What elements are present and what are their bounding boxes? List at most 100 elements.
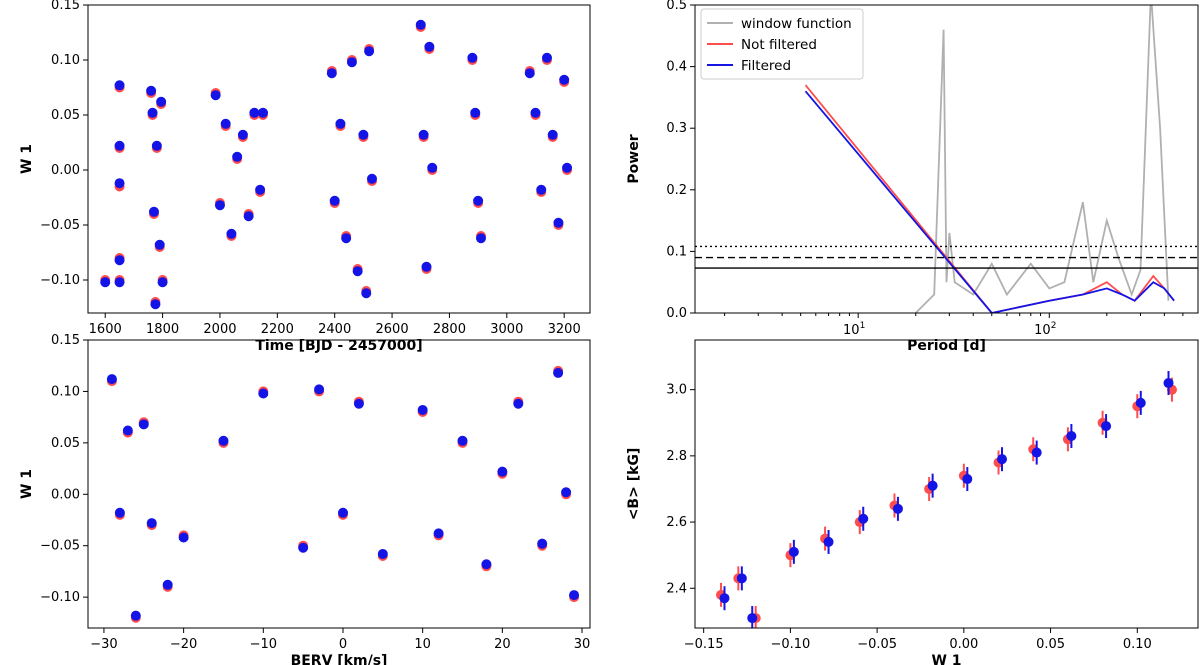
legend-box [700,8,864,80]
x-tick-label: 2200 [261,322,294,337]
data-point [541,52,552,63]
data-point [481,559,492,570]
data-point [100,277,111,288]
chart-bfield: −0.15 −0.10 −0.05 0.00 0.05 0.10 2.4 2.6 2.8 3.0 W… [626,339,1199,665]
x-tick-label: 2600 [376,322,409,337]
y-tick-label: 2.8 [666,449,687,464]
data-point [314,384,325,395]
data-point [214,200,225,211]
x-tick-label: 0 [339,637,347,652]
y-tick-label: 0.15 [51,0,80,13]
data-point [823,536,834,547]
data-point [147,107,158,118]
x-tick-label: −0.05 [857,637,897,652]
data-point [457,435,468,446]
data-point [427,162,438,173]
plot-area-periodogram [695,5,1198,313]
x-tick-label: 0.00 [949,637,978,652]
y-tick-label: 0.15 [51,333,80,348]
data-point [377,548,388,559]
data-point [559,74,570,85]
plot-area-time [100,19,573,310]
data-point [562,162,573,173]
y-axis-label: W 1 [19,144,35,174]
data-point [433,528,444,539]
x-tick-label: 102 [1034,321,1056,338]
data-point [361,288,372,299]
data-point [719,593,730,604]
x-axis-label: BERV [km/s] [291,653,388,665]
data-point [249,107,260,118]
data-point [962,474,973,485]
data-point [530,107,541,118]
data-point [114,255,125,266]
series-line [915,5,1170,313]
series-line [804,84,1175,313]
x-tick-label: 20 [494,637,511,652]
data-point [475,233,486,244]
legend: window function Not filtered Filtered [700,8,864,80]
y-tick-label: 0.5 [666,0,687,13]
data-point [162,579,173,590]
data-point [358,129,369,140]
y-tick-label: −0.05 [40,539,80,554]
data-point [226,228,237,239]
y-tick-label: 0.1 [666,244,687,259]
data-point [1163,378,1174,389]
y-tick-label: 0.3 [666,121,687,136]
x-tick-label: 3000 [490,322,523,337]
data-point [337,507,348,518]
data-point [210,90,221,101]
data-point [257,107,268,118]
x-tick-label: 1800 [146,322,179,337]
data-point [1101,421,1112,432]
y-tick-label: 0.10 [51,384,80,399]
x-tick-label: 2800 [433,322,466,337]
x-tick-label: −10 [250,637,277,652]
data-point [892,503,903,514]
data-point [146,518,157,529]
data-point [366,173,377,184]
data-point [220,118,231,129]
x-tick-label: 3200 [548,322,581,337]
data-point [114,507,125,518]
data-point [106,374,117,385]
data-point [736,573,747,584]
x-axis-label: Period [d] [907,338,986,354]
data-point [326,68,337,79]
data-point [547,129,558,140]
data-point [537,538,548,549]
data-point [858,513,869,524]
data-point [353,398,364,409]
data-point [470,107,481,118]
data-point [148,206,159,217]
x-tick-label: 1600 [89,322,122,337]
data-point [114,277,125,288]
data-point [237,129,248,140]
data-point [418,129,429,140]
data-point [473,195,484,206]
data-point [341,233,352,244]
x-tick-label: −30 [90,637,117,652]
data-point [114,80,125,91]
data-point [788,546,799,557]
legend-entry: Not filtered [741,37,817,53]
data-point [1031,447,1042,458]
series-line [804,90,1175,313]
data-point [421,261,432,272]
data-point [569,590,580,601]
data-point [467,52,478,63]
x-tick-label: 30 [574,637,591,652]
x-tick-label: −20 [170,637,197,652]
data-point [346,57,357,68]
data-point [156,96,167,107]
data-point [524,68,535,79]
data-point [114,140,125,151]
data-point [747,613,758,624]
y-axis-label: <B> [kG] [626,448,642,521]
y-tick-label: 0.4 [666,60,687,75]
data-point [415,19,426,30]
data-point [122,425,133,436]
data-point [335,118,346,129]
y-tick-label: 0.10 [51,53,80,68]
